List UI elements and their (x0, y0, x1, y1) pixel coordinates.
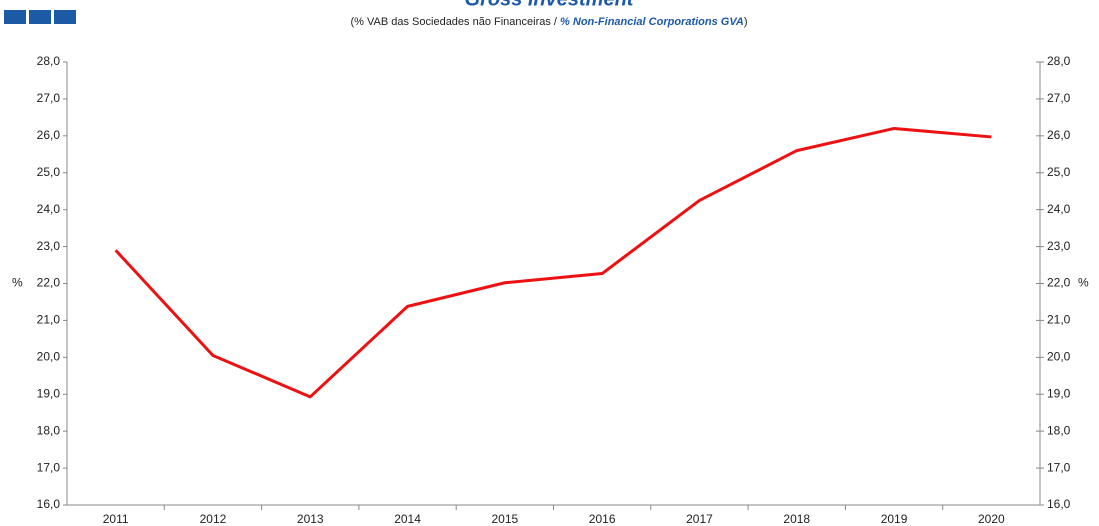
y2-tick-label: 20,0 (1047, 350, 1071, 364)
y2-tick-label: 26,0 (1047, 128, 1071, 142)
y2-tick-label: 25,0 (1047, 165, 1071, 179)
logo-block (29, 10, 51, 24)
x-tick-label: 2018 (783, 512, 810, 526)
x-tick-label: 2011 (103, 512, 129, 526)
y-tick-label: 20,0 (37, 350, 61, 364)
y2-tick-label: 28,0 (1047, 54, 1071, 68)
y-tick-label: 22,0 (37, 276, 61, 290)
chart-title: Gross Investment (465, 0, 635, 10)
line-series (114, 126, 992, 399)
y-axis-label: % (12, 276, 23, 290)
x-tick-label: 2014 (394, 512, 421, 526)
y2-tick-label: 17,0 (1047, 460, 1071, 474)
y2-tick-label: 21,0 (1047, 313, 1071, 327)
y2-tick-label: 27,0 (1047, 91, 1071, 105)
y-tick-label: 21,0 (37, 313, 61, 327)
y-tick-label: 18,0 (37, 423, 61, 437)
y-tick-label: 28,0 (37, 54, 61, 68)
y-tick-label: 26,0 (37, 128, 61, 142)
chart-subtitle: (% VAB das Sociedades não Financeiras / … (351, 16, 748, 28)
y2-tick-label: 24,0 (1047, 202, 1071, 216)
y-tick-label: 16,0 (37, 497, 61, 511)
x-tick-label: 2017 (686, 512, 713, 526)
subtitle-en: % Non-Financial Corporations GVA (560, 16, 744, 28)
y-tick-label: 23,0 (37, 239, 61, 253)
y2-tick-label: 22,0 (1047, 276, 1071, 290)
x-tick-label: 2012 (200, 512, 227, 526)
y-tick-label: 17,0 (37, 460, 61, 474)
y2-tick-label: 16,0 (1047, 497, 1071, 511)
y-tick-label: 25,0 (37, 165, 61, 179)
x-tick-label: 2015 (491, 512, 518, 526)
y-tick-label: 24,0 (37, 202, 61, 216)
y2-axis-label: % (1078, 276, 1089, 290)
x-tick-label: 2020 (978, 512, 1005, 526)
y2-tick-label: 19,0 (1047, 386, 1071, 400)
x-tick-label: 2013 (297, 512, 324, 526)
logo-block (4, 10, 26, 24)
subtitle-end: ) (744, 16, 748, 28)
y2-tick-label: 18,0 (1047, 423, 1071, 437)
x-tick-label: 2016 (589, 512, 616, 526)
y-tick-label: 27,0 (37, 91, 61, 105)
y-tick-label: 19,0 (37, 386, 61, 400)
subtitle-pt: (% VAB das Sociedades não Financeiras / (351, 16, 558, 28)
x-tick-label: 2019 (881, 512, 908, 526)
y2-tick-label: 23,0 (1047, 239, 1071, 253)
logo-block (54, 10, 76, 24)
